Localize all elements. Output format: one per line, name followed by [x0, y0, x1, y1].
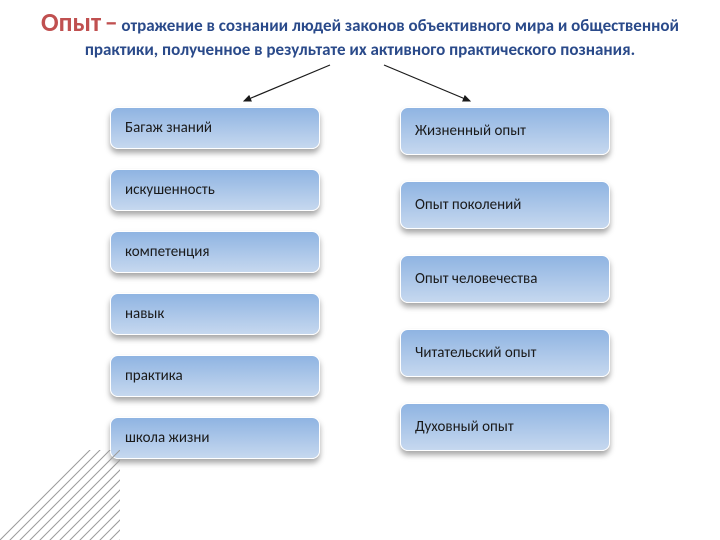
- concept-box: Духовный опыт: [400, 403, 610, 451]
- title-dash: –: [105, 6, 118, 38]
- concept-label: Опыт поколений: [415, 196, 521, 214]
- concept-label: Жизненный опыт: [415, 122, 526, 140]
- title-block: Опыт – отражение в сознании людей законо…: [0, 0, 720, 61]
- columns: Багаж знаний искушенность компетенция навык…: [0, 107, 720, 479]
- concept-box: Опыт человечества: [400, 255, 610, 303]
- corner-svg: [0, 450, 120, 540]
- concept-label: навык: [125, 305, 164, 323]
- arrow-right: [384, 65, 470, 101]
- title-word: Опыт: [41, 6, 101, 38]
- left-column: Багаж знаний искушенность компетенция навык…: [110, 107, 320, 479]
- concept-label: Опыт человечества: [415, 270, 537, 288]
- concept-label: искушенность: [125, 181, 215, 199]
- concept-box: Жизненный опыт: [400, 107, 610, 155]
- concept-label: Читательский опыт: [415, 344, 536, 362]
- title-rest: отражение в сознании людей законов объек…: [85, 15, 679, 60]
- concept-box: навык: [110, 293, 320, 335]
- arrow-left: [244, 65, 330, 101]
- right-column: Жизненный опыт Опыт поколений Опыт человеч…: [400, 107, 610, 479]
- concept-box: практика: [110, 355, 320, 397]
- arrows-area: [0, 61, 720, 107]
- concept-box: Опыт поколений: [400, 181, 610, 229]
- concept-box: Багаж знаний: [110, 107, 320, 149]
- concept-box: Читательский опыт: [400, 329, 610, 377]
- concept-label: практика: [125, 367, 183, 385]
- concept-label: школа жизни: [125, 429, 209, 447]
- concept-box: искушенность: [110, 169, 320, 211]
- arrows-svg: [0, 61, 720, 107]
- concept-box: школа жизни: [110, 417, 320, 459]
- concept-label: Духовный опыт: [415, 418, 514, 436]
- concept-label: Багаж знаний: [125, 119, 212, 137]
- concept-box: компетенция: [110, 231, 320, 273]
- corner-decoration: [0, 450, 120, 540]
- concept-label: компетенция: [125, 243, 210, 261]
